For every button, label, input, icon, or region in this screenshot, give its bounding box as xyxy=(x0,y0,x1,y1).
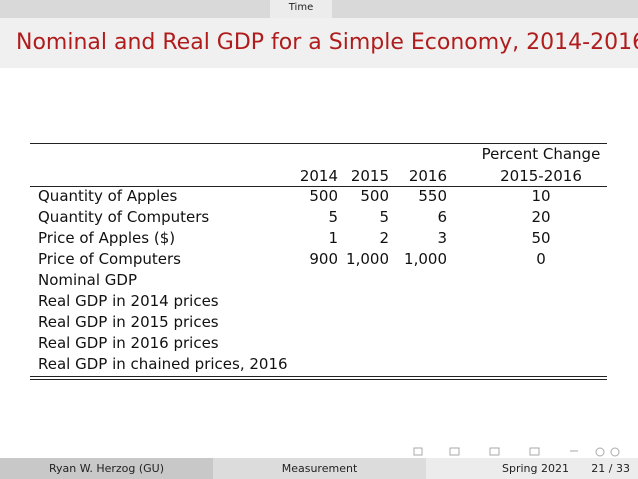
footer-author: Ryan W. Herzog (GU) xyxy=(48,462,165,475)
row-label: Real GDP in 2014 prices xyxy=(38,292,219,310)
cell-value: 1,000 xyxy=(346,250,389,268)
row-label: Nominal GDP xyxy=(38,271,138,289)
row-label: Price of Computers xyxy=(38,250,181,268)
bottom-rule xyxy=(30,379,607,380)
cell-value: 3 xyxy=(437,229,447,247)
footer-date: Spring 2021 xyxy=(502,462,569,475)
column-header: 2014 xyxy=(299,167,338,185)
column-header: 2015 xyxy=(350,167,389,185)
column-header: 2015-2016 xyxy=(500,167,582,185)
title-bar xyxy=(0,18,638,68)
section-highlight xyxy=(270,0,332,18)
footer-right xyxy=(426,458,638,479)
cell-value: 2 xyxy=(379,229,389,247)
footer-page: 21 / 33 xyxy=(591,462,630,475)
section[interactable]: Time xyxy=(288,2,314,13)
cell-value: 900 xyxy=(309,250,338,268)
footer-left xyxy=(0,458,213,479)
bottom-rule xyxy=(30,376,607,377)
slide-title: Nominal and Real GDP for a Simple Econom… xyxy=(16,30,638,55)
cell-change: 20 xyxy=(531,208,551,226)
cell-value: 500 xyxy=(309,187,338,205)
row-label: Price of Apples ($) xyxy=(38,229,176,247)
row-label: Real GDP in chained prices, 2016 xyxy=(38,355,288,373)
cell-value: 5 xyxy=(328,208,338,226)
cell-value: 1,000 xyxy=(404,250,447,268)
cell-value: 550 xyxy=(418,187,447,205)
nav-symbols xyxy=(413,447,620,457)
row-label: Quantity of Apples xyxy=(38,187,178,205)
column-header: Percent Change xyxy=(481,145,601,163)
cell-change: 0 xyxy=(536,250,546,268)
row-label: Real GDP in 2015 prices xyxy=(38,313,219,331)
cell-value: 6 xyxy=(437,208,447,226)
cell-change: 50 xyxy=(531,229,551,247)
cell-change: 10 xyxy=(531,187,551,205)
mid-rule xyxy=(30,186,607,187)
cell-value: 500 xyxy=(360,187,389,205)
row-label: Real GDP in 2016 prices xyxy=(38,334,219,352)
column-header: 2016 xyxy=(408,167,447,185)
cell-value: 5 xyxy=(379,208,389,226)
row-label: Quantity of Computers xyxy=(38,208,210,226)
footer-center xyxy=(213,458,426,479)
top-rule xyxy=(30,143,607,144)
cell-value: 1 xyxy=(328,229,338,247)
footer-subject: Measurement xyxy=(281,462,358,475)
